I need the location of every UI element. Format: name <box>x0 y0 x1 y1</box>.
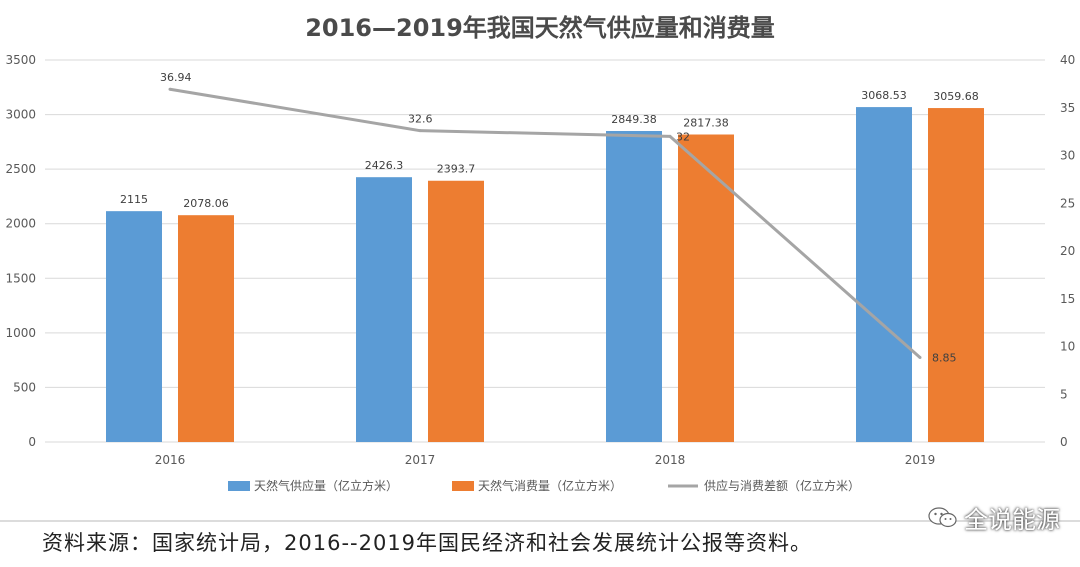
bar-data-label: 2078.06 <box>183 197 229 210</box>
legend-label: 天然气消费量（亿立方米） <box>478 478 622 493</box>
bar <box>856 107 912 443</box>
bar-data-label: 3059.68 <box>933 90 979 103</box>
y-right-tick-label: 40 <box>1060 53 1075 67</box>
x-tick-label: 2018 <box>655 453 686 467</box>
y-right-tick-label: 0 <box>1060 435 1068 449</box>
legend-swatch <box>228 481 250 491</box>
watermark-text: 全说能源 <box>964 506 1060 534</box>
line-data-label: 8.85 <box>932 351 957 364</box>
x-tick-label: 2016 <box>155 453 186 467</box>
y-left-tick-label: 2000 <box>5 217 36 231</box>
bar <box>606 131 662 442</box>
legend-swatch <box>452 481 474 491</box>
y-left-tick-label: 500 <box>13 380 36 394</box>
y-right-tick-label: 10 <box>1060 340 1075 354</box>
y-right-tick-label: 15 <box>1060 292 1075 306</box>
bar-data-label: 2426.3 <box>365 159 404 172</box>
bar-data-label: 2393.7 <box>437 163 476 176</box>
legend-label: 供应与消费差额（亿立方米） <box>704 478 860 493</box>
legend-label: 天然气供应量（亿立方米） <box>254 478 398 493</box>
watermark: 全说能源 <box>928 500 1060 535</box>
y-left-tick-label: 0 <box>28 435 36 449</box>
bar-data-label: 2115 <box>120 193 148 206</box>
y-right-tick-label: 25 <box>1060 196 1075 210</box>
chart-svg: 2016—2019年我国天然气供应量和消费量 0 500 1000 1500 2000 25… <box>5 14 1075 493</box>
bar <box>428 180 484 442</box>
y-right-tick-label: 5 <box>1060 387 1068 401</box>
line-point <box>168 87 172 91</box>
footer-divider <box>0 520 1080 522</box>
bar <box>106 211 162 442</box>
x-tick-label: 2019 <box>905 453 936 467</box>
y-left-tick-label: 3500 <box>5 53 36 67</box>
bar <box>928 108 984 442</box>
y-right-tick-label: 35 <box>1060 101 1075 115</box>
line-point <box>418 129 422 133</box>
y-left-tick-label: 3000 <box>5 108 36 122</box>
line-data-label: 32 <box>676 130 690 143</box>
bar-data-label: 3068.53 <box>861 89 907 102</box>
line-series <box>169 87 921 359</box>
chart-container: 2016—2019年我国天然气供应量和消费量 0 500 1000 1500 2000 25… <box>5 14 1076 493</box>
line-data-label: 32.6 <box>408 113 433 126</box>
bar-data-label: 2817.38 <box>683 117 729 130</box>
chart-title: 2016—2019年我国天然气供应量和消费量 <box>305 14 775 42</box>
y-left-tick-label: 2500 <box>5 162 36 176</box>
line-data-label: 36.94 <box>160 71 192 84</box>
y-left-tick-label: 1500 <box>5 271 36 285</box>
y-right-tick-label: 30 <box>1060 149 1075 163</box>
bar <box>678 134 734 442</box>
bar <box>178 215 234 442</box>
bar <box>356 177 412 442</box>
bar-data-label: 2849.38 <box>611 113 657 126</box>
wechat-icon <box>928 506 958 530</box>
x-tick-label: 2017 <box>405 453 436 467</box>
line-point <box>668 134 672 138</box>
y-left-tick-label: 1000 <box>5 326 36 340</box>
line-point <box>918 355 922 359</box>
y-right-tick-label: 20 <box>1060 244 1075 258</box>
source-note: 资料来源：国家统计局，2016--2019年国民经济和社会发展统计公报等资料。 <box>42 531 813 555</box>
